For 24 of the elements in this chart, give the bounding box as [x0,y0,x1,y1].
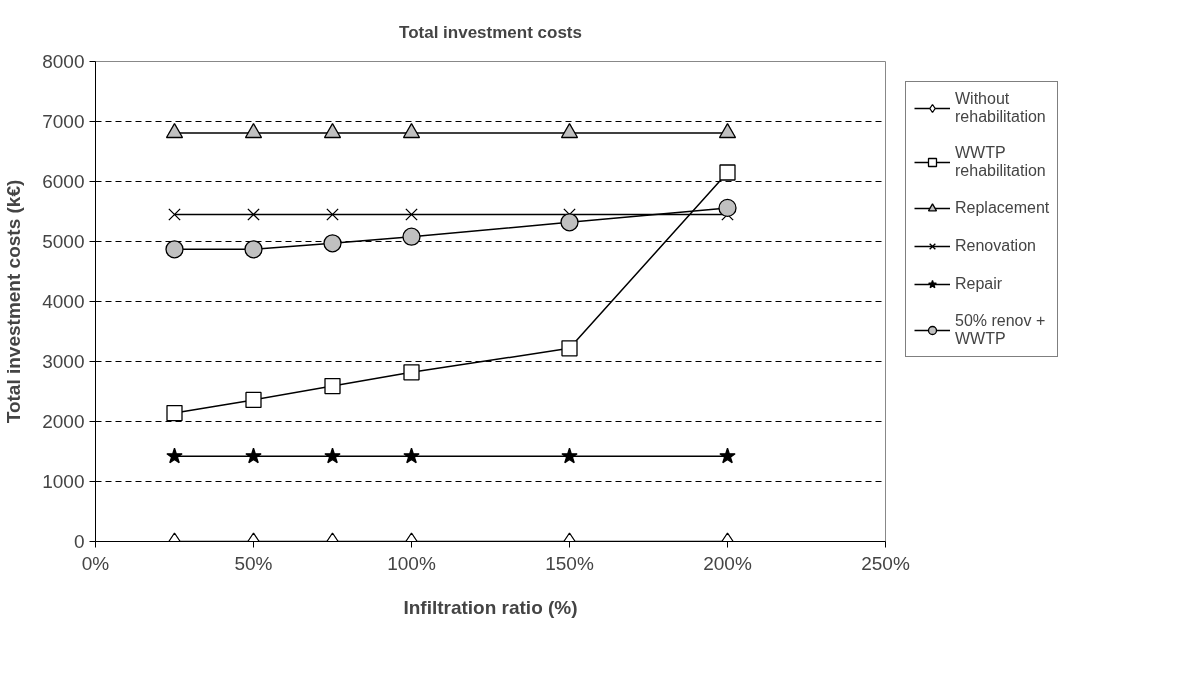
y-tick-label: 0 [73,531,85,552]
x-tick-label: 50% [234,552,273,574]
y-axis-title: Total investment costs (k€) [3,179,25,424]
legend-label: Repair [955,275,1003,293]
chart-title: Total investment costs [399,22,582,42]
y-tick-label: 7000 [42,111,85,132]
x-tick-label: 250% [861,552,910,574]
x-tick-label: 200% [703,552,752,574]
y-tick-label: 5000 [42,231,85,252]
y-tick-label: 6000 [42,171,85,192]
y-tick-label: 4000 [42,291,85,312]
x-axis-title: Infiltration ratio (%) [403,596,578,618]
legend-label: 50% renov + WWTP [955,312,1046,348]
legend-label: Renovation [955,237,1036,255]
x-tick-label: 150% [545,552,594,574]
y-tick-label: 3000 [42,351,85,372]
x-tick-label: 0% [81,552,110,574]
legend-label: Replacement [955,199,1050,217]
y-tick-label: 8000 [42,51,85,72]
y-tick-label: 1000 [42,471,85,492]
legend-label: Without rehabilitation [955,90,1046,126]
x-tick-label: 100% [387,552,436,574]
legend-label: WWTP rehabilitation [955,144,1046,180]
y-tick-label: 2000 [42,411,85,432]
